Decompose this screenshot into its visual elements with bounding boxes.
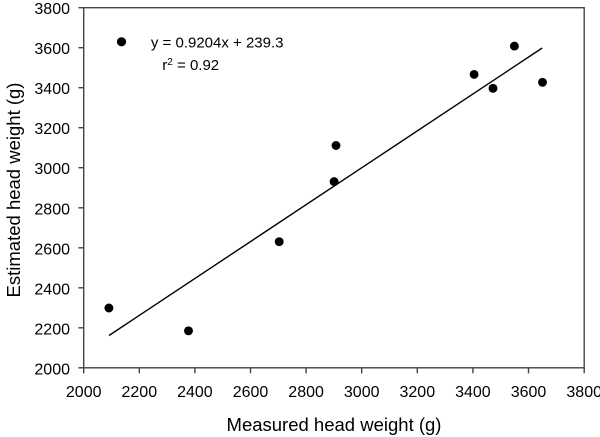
svg-text:3600: 3600 [34, 41, 70, 58]
svg-text:Measured head weight (g): Measured head weight (g) [227, 414, 442, 435]
svg-text:3400: 3400 [34, 81, 70, 98]
svg-text:2800: 2800 [288, 384, 324, 401]
svg-text:3000: 3000 [34, 161, 70, 178]
svg-text:3000: 3000 [344, 384, 380, 401]
svg-text:y = 0.9204x + 239.3: y = 0.9204x + 239.3 [151, 34, 284, 51]
svg-text:2200: 2200 [122, 384, 158, 401]
svg-text:3800: 3800 [34, 1, 70, 18]
svg-text:2400: 2400 [34, 281, 70, 298]
svg-text:r2 = 0.92: r2 = 0.92 [162, 57, 219, 74]
svg-text:2000: 2000 [66, 384, 102, 401]
svg-text:2600: 2600 [233, 384, 269, 401]
svg-text:2200: 2200 [34, 321, 70, 338]
svg-text:3200: 3200 [34, 121, 70, 138]
svg-text:2400: 2400 [177, 384, 213, 401]
svg-text:3200: 3200 [400, 384, 436, 401]
svg-text:3600: 3600 [511, 384, 547, 401]
svg-text:2800: 2800 [34, 201, 70, 218]
svg-text:Estimated head weight (g): Estimated head weight (g) [3, 83, 24, 298]
svg-text:3800: 3800 [566, 384, 600, 401]
svg-text:2000: 2000 [34, 361, 70, 378]
svg-text:2600: 2600 [34, 241, 70, 258]
svg-text:3400: 3400 [455, 384, 491, 401]
